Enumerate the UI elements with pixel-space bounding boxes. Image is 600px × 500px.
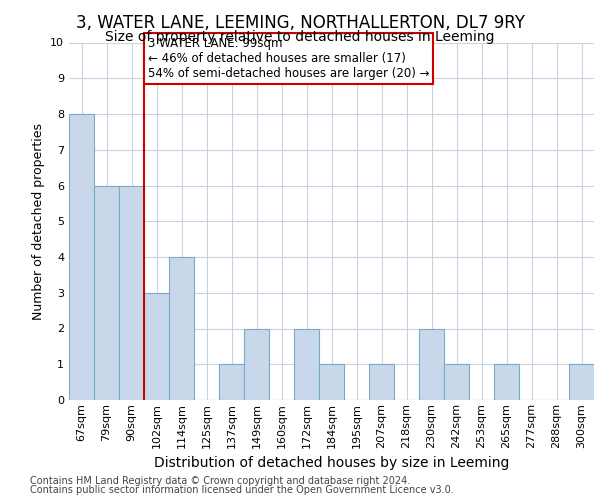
Bar <box>244 328 269 400</box>
Bar <box>94 186 119 400</box>
Bar <box>369 364 394 400</box>
Text: Contains HM Land Registry data © Crown copyright and database right 2024.: Contains HM Land Registry data © Crown c… <box>30 476 410 486</box>
Text: Contains public sector information licensed under the Open Government Licence v3: Contains public sector information licen… <box>30 485 454 495</box>
Bar <box>144 292 169 400</box>
Bar <box>494 364 519 400</box>
Bar <box>319 364 344 400</box>
Bar <box>219 364 244 400</box>
Text: 3, WATER LANE, LEEMING, NORTHALLERTON, DL7 9RY: 3, WATER LANE, LEEMING, NORTHALLERTON, D… <box>76 14 524 32</box>
Bar <box>69 114 94 400</box>
Bar <box>169 257 194 400</box>
Text: Size of property relative to detached houses in Leeming: Size of property relative to detached ho… <box>105 30 495 44</box>
Bar <box>119 186 144 400</box>
Text: 3 WATER LANE: 99sqm
← 46% of detached houses are smaller (17)
54% of semi-detach: 3 WATER LANE: 99sqm ← 46% of detached ho… <box>148 37 429 80</box>
X-axis label: Distribution of detached houses by size in Leeming: Distribution of detached houses by size … <box>154 456 509 470</box>
Bar <box>444 364 469 400</box>
Bar <box>569 364 594 400</box>
Y-axis label: Number of detached properties: Number of detached properties <box>32 122 44 320</box>
Bar <box>294 328 319 400</box>
Bar <box>419 328 444 400</box>
